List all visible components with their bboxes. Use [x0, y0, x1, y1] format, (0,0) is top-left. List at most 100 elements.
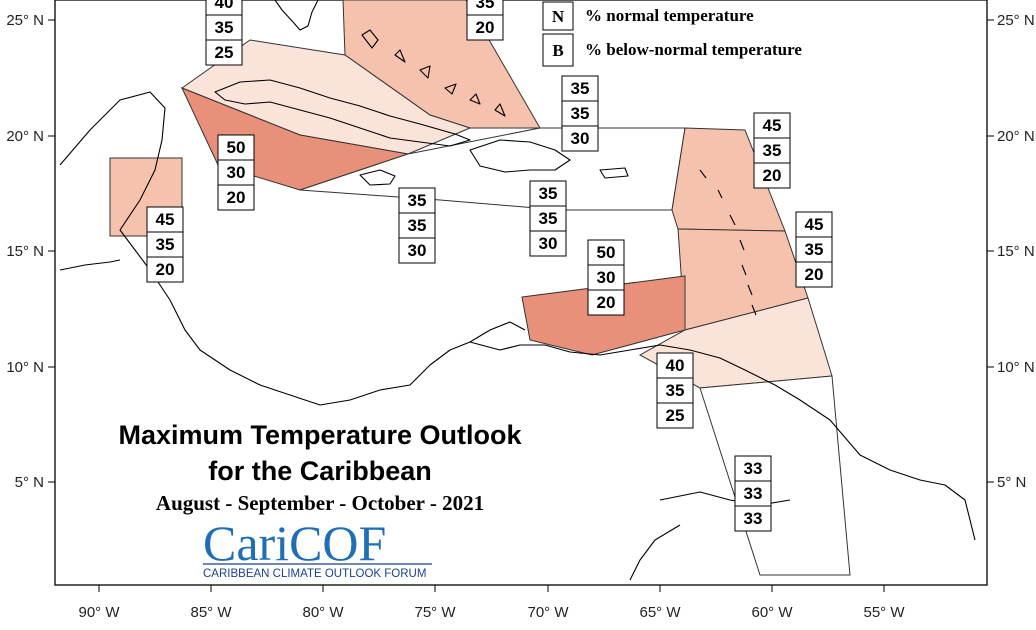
forecast-cell — [466, 14, 504, 41]
y-tick-10n-left: 10° N — [6, 359, 44, 376]
forecast-cell — [656, 352, 694, 379]
forecast-value: 30 — [571, 129, 590, 148]
forecast-cell — [795, 211, 833, 238]
forecast-value: 20 — [227, 188, 246, 207]
forecast-box-bahamas-north: 40 35 25 — [205, 0, 243, 66]
y-tick-25n-left: 25° N — [6, 12, 44, 29]
forecast-value: 35 — [805, 240, 824, 259]
forecast-value: 35 — [763, 141, 782, 160]
forecast-box-leewards: 45 35 20 — [753, 112, 791, 189]
forecast-cell — [753, 137, 791, 164]
logo-subtitle: CARIBBEAN CLIMATE OUTLOOK FORUM — [203, 568, 426, 580]
forecast-cell — [795, 236, 833, 263]
forecast-cell — [398, 212, 436, 239]
forecast-boxes: 40 35 25 35 20 50 30 20 45 35 20 35 35 30 35 35 30 35 35 30… — [146, 0, 833, 532]
forecast-value: 35 — [539, 184, 558, 203]
forecast-cell — [217, 184, 255, 211]
forecast-box-windwards: 45 35 20 — [795, 211, 833, 288]
forecast-cell — [217, 159, 255, 186]
forecast-value: 35 — [156, 235, 175, 254]
forecast-cell — [561, 75, 599, 102]
x-tick-80w: 80° W — [302, 604, 344, 621]
x-tick-90w: 90° W — [78, 604, 120, 621]
caricof-logo: CariCOF CARIBBEAN CLIMATE OUTLOOK FORUM — [203, 515, 432, 580]
forecast-cell — [753, 112, 791, 139]
forecast-cell — [656, 402, 694, 429]
y-tick-5n-left: 5° N — [15, 474, 44, 491]
x-tick-75w: 75° W — [414, 604, 456, 621]
forecast-value: 30 — [408, 241, 427, 260]
forecast-value: 50 — [227, 138, 246, 157]
forecast-box-trinidad: 40 35 25 — [656, 352, 694, 429]
forecast-cell — [561, 125, 599, 152]
forecast-cell — [398, 237, 436, 264]
forecast-value: 25 — [666, 406, 685, 425]
y-axis: 25° N 20° N 15° N 10° N 5° N 25° N 20° N… — [6, 12, 1034, 491]
forecast-box-abc-islands: 50 30 20 — [587, 239, 625, 316]
forecast-cell — [146, 256, 184, 283]
forecast-box-hispaniola: 35 35 30 — [529, 180, 567, 257]
logo-wordmark: CariCOF — [203, 515, 386, 571]
forecast-value: 35 — [215, 18, 234, 37]
x-axis: 90° W 85° W 80° W 75° W 70° W 65° W 60° … — [78, 585, 905, 621]
forecast-value: 35 — [539, 209, 558, 228]
forecast-box-guianas: 33 33 33 — [734, 455, 772, 532]
legend-key-n: N — [552, 7, 565, 26]
forecast-cell — [529, 230, 567, 257]
forecast-value: 20 — [156, 260, 175, 279]
forecast-value: 35 — [408, 191, 427, 210]
forecast-value: 25 — [215, 43, 234, 62]
forecast-cell — [146, 206, 184, 233]
forecast-box-belize: 45 35 20 — [146, 206, 184, 283]
y-tick-20n-right: 20° N — [997, 128, 1035, 145]
forecast-value: 20 — [763, 166, 782, 185]
forecast-value: 30 — [227, 163, 246, 182]
map-frame — [54, 0, 988, 586]
title-period: August - September - October - 2021 — [156, 491, 484, 515]
title-line-1: Maximum Temperature Outlook — [118, 420, 522, 450]
forecast-cell — [795, 261, 833, 288]
x-tick-55w: 55° W — [863, 604, 905, 621]
y-tick-5n-right: 5° N — [997, 474, 1026, 491]
forecast-box-turks-caicos: 35 35 30 — [561, 75, 599, 152]
forecast-cell — [587, 264, 625, 291]
forecast-cell — [205, 14, 243, 41]
forecast-cell — [217, 134, 255, 161]
title-block: Maximum Temperature Outlook for the Cari… — [118, 420, 522, 515]
forecast-value: 20 — [476, 18, 495, 37]
forecast-value: 40 — [215, 0, 234, 12]
forecast-value: 35 — [476, 0, 495, 12]
legend: N % normal temperature B % below-normal … — [542, 1, 802, 67]
forecast-value: 33 — [744, 509, 763, 528]
forecast-value: 50 — [597, 243, 616, 262]
x-tick-70w: 70° W — [527, 604, 569, 621]
forecast-value: 33 — [744, 484, 763, 503]
forecast-cell — [734, 505, 772, 532]
forecast-cell — [656, 377, 694, 404]
legend-key-b: B — [552, 41, 563, 60]
forecast-cell — [146, 231, 184, 258]
forecast-value: 20 — [805, 265, 824, 284]
forecast-value: 33 — [744, 459, 763, 478]
forecast-cell — [529, 180, 567, 207]
forecast-value: 45 — [763, 116, 782, 135]
forecast-value: 45 — [156, 210, 175, 229]
forecast-cell — [734, 455, 772, 482]
forecast-value: 40 — [666, 356, 685, 375]
forecast-value: 20 — [597, 293, 616, 312]
y-tick-15n-left: 15° N — [6, 243, 44, 260]
title-line-2: for the Caribbean — [208, 456, 432, 486]
x-tick-65w: 65° W — [639, 604, 681, 621]
forecast-value: 45 — [805, 215, 824, 234]
y-tick-25n-right: 25° N — [997, 12, 1035, 29]
forecast-value: 35 — [571, 79, 590, 98]
forecast-box-jamaica: 35 35 30 — [398, 187, 436, 264]
forecast-cell — [587, 289, 625, 316]
forecast-value: 30 — [539, 234, 558, 253]
x-tick-85w: 85° W — [190, 604, 232, 621]
forecast-cell — [753, 162, 791, 189]
y-tick-15n-right: 15° N — [997, 243, 1035, 260]
forecast-cell — [587, 239, 625, 266]
region-guianas — [699, 375, 851, 576]
